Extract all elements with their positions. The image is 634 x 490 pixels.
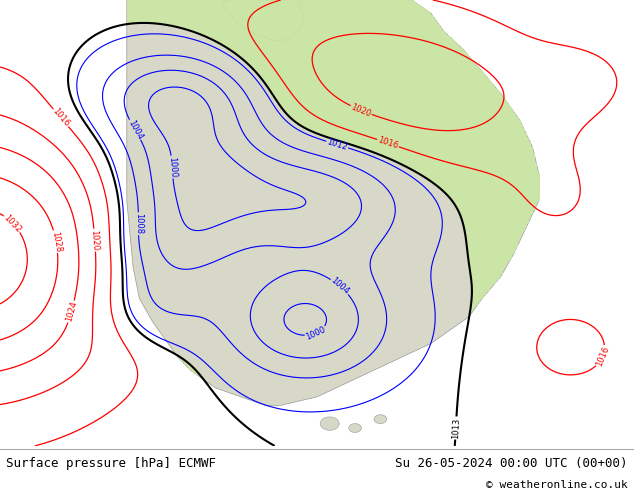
Text: 1000: 1000 xyxy=(304,325,327,342)
Polygon shape xyxy=(127,0,539,406)
Text: 1028: 1028 xyxy=(49,230,62,253)
Text: 1016: 1016 xyxy=(377,135,399,151)
Text: 1013: 1013 xyxy=(451,417,461,439)
Text: Surface pressure [hPa] ECMWF: Surface pressure [hPa] ECMWF xyxy=(6,457,216,470)
Text: 1004: 1004 xyxy=(329,276,351,296)
Text: 1008: 1008 xyxy=(134,213,143,234)
Circle shape xyxy=(374,415,387,423)
Text: 1004: 1004 xyxy=(126,119,144,141)
Text: Su 26-05-2024 00:00 UTC (00+00): Su 26-05-2024 00:00 UTC (00+00) xyxy=(395,457,628,470)
Text: 1012: 1012 xyxy=(326,137,349,152)
Circle shape xyxy=(320,417,339,430)
Text: © weatheronline.co.uk: © weatheronline.co.uk xyxy=(486,480,628,490)
Text: 1016: 1016 xyxy=(595,345,611,368)
Text: 1016: 1016 xyxy=(51,107,71,129)
Text: 1020: 1020 xyxy=(350,102,373,119)
Text: 1024: 1024 xyxy=(64,300,79,323)
Text: 1020: 1020 xyxy=(89,229,100,251)
Polygon shape xyxy=(222,0,304,40)
Text: 1000: 1000 xyxy=(167,156,178,178)
Circle shape xyxy=(349,423,361,433)
Text: 1032: 1032 xyxy=(2,213,23,234)
